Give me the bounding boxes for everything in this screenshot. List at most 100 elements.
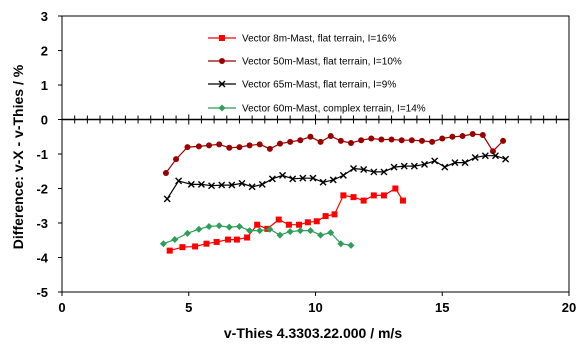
- series-2: [162, 130, 507, 176]
- data-point: [317, 231, 325, 239]
- legend-entry-2: Vector 50m-Mast, flat terrain, I=10%: [208, 57, 402, 68]
- data-point: [441, 163, 449, 171]
- data-point: [276, 231, 284, 239]
- legend-label: Vector 60m-Mast, complex terrain, I=14%: [242, 104, 426, 115]
- data-point: [491, 152, 499, 160]
- data-point: [166, 247, 173, 254]
- data-point: [329, 176, 337, 184]
- data-point: [431, 157, 439, 165]
- x-tick-label: 5: [185, 300, 192, 315]
- y-tick-label: -3: [36, 216, 48, 231]
- legend-swatch-marker: [218, 104, 226, 112]
- data-point: [380, 168, 388, 176]
- data-point: [299, 174, 307, 182]
- data-point: [296, 227, 304, 235]
- data-point: [266, 145, 273, 152]
- data-point: [236, 144, 243, 151]
- data-point: [203, 240, 210, 247]
- data-point: [449, 133, 456, 140]
- data-point: [275, 216, 282, 223]
- data-point: [289, 175, 297, 183]
- y-tick-label: 1: [41, 78, 48, 93]
- y-tick-label: -2: [36, 182, 48, 197]
- x-tick-label: 15: [435, 300, 449, 315]
- y-tick-label: -1: [36, 147, 48, 162]
- data-point: [195, 143, 202, 150]
- data-point: [195, 225, 203, 233]
- data-point: [337, 137, 344, 144]
- x-tick-label: 0: [58, 300, 65, 315]
- data-point: [216, 141, 223, 148]
- legend-entry-1: Vector 8m-Mast, flat terrain, I=16%: [208, 34, 396, 45]
- data-point: [429, 138, 436, 145]
- data-point: [256, 141, 263, 148]
- data-point: [410, 162, 418, 170]
- legend-swatch-marker: [219, 35, 225, 41]
- data-point: [360, 197, 367, 204]
- data-point: [268, 175, 276, 183]
- data-point: [418, 137, 425, 144]
- data-point: [162, 169, 169, 176]
- data-point: [173, 156, 180, 163]
- data-point: [439, 135, 446, 142]
- data-point: [159, 240, 167, 248]
- series-3: [163, 152, 510, 203]
- data-point: [228, 181, 236, 189]
- data-point: [225, 223, 233, 231]
- data-point: [266, 225, 274, 233]
- y-tick-label: -5: [36, 285, 48, 300]
- data-point: [233, 236, 240, 243]
- data-point: [306, 227, 314, 235]
- data-point: [459, 133, 466, 140]
- data-point: [358, 137, 365, 144]
- data-point: [254, 221, 261, 228]
- x-tick-label: 20: [562, 300, 576, 315]
- data-point: [279, 171, 287, 179]
- data-point: [313, 218, 320, 225]
- data-point: [286, 228, 294, 236]
- data-point: [248, 183, 256, 191]
- legend-entry-3: Vector 65m-Mast, flat terrain, I=9%: [208, 80, 396, 91]
- legend-swatch-marker: [218, 80, 226, 88]
- data-point: [309, 174, 317, 182]
- data-point: [340, 192, 347, 199]
- data-point: [388, 136, 395, 143]
- data-point: [277, 140, 284, 147]
- data-point: [380, 192, 387, 199]
- data-point: [215, 222, 223, 230]
- data-point: [360, 166, 368, 174]
- data-point: [175, 177, 183, 185]
- data-point: [287, 138, 294, 145]
- data-point: [197, 180, 205, 188]
- data-point: [307, 133, 314, 140]
- y-tick-label: 3: [41, 9, 48, 24]
- series-4: [159, 222, 355, 249]
- data-point: [339, 171, 347, 179]
- data-point: [304, 219, 311, 226]
- data-point: [489, 148, 496, 155]
- data-point: [192, 243, 199, 250]
- data-point: [469, 130, 476, 137]
- data-point: [421, 160, 428, 168]
- data-point: [256, 227, 264, 235]
- data-point: [392, 185, 399, 192]
- data-point: [225, 236, 232, 243]
- data-point: [350, 164, 358, 172]
- y-tick-label: -4: [36, 251, 48, 266]
- data-point: [500, 137, 507, 144]
- data-point: [327, 133, 334, 140]
- data-point: [331, 211, 338, 218]
- data-point: [350, 194, 357, 201]
- data-point: [327, 229, 335, 237]
- data-point: [408, 137, 415, 144]
- data-point: [213, 238, 220, 245]
- series-line: [166, 155, 506, 200]
- data-point: [218, 181, 226, 189]
- data-point: [244, 234, 251, 241]
- data-point: [317, 138, 324, 145]
- data-point: [297, 137, 304, 144]
- data-point: [208, 182, 216, 190]
- legend-entry-4: Vector 60m-Mast, complex terrain, I=14%: [208, 104, 426, 115]
